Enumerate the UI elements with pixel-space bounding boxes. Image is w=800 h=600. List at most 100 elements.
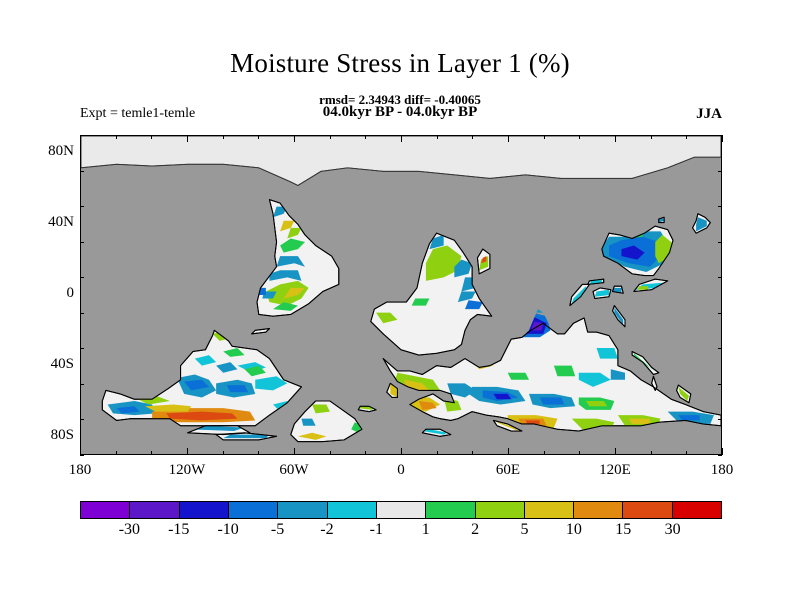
colorbar-tick-label: 2: [471, 521, 480, 538]
tick-mark: [437, 135, 438, 139]
tick-mark: [80, 348, 84, 349]
colorbar-segment: [228, 502, 279, 518]
colorbar-tick-label: 5: [520, 521, 529, 538]
tick-mark: [80, 135, 84, 136]
colorbar-segment: [278, 502, 328, 518]
tick-mark: [718, 348, 722, 349]
tick-mark: [686, 135, 687, 139]
tick-mark: [330, 451, 331, 455]
colorbar-tick-label: -15: [168, 521, 190, 538]
tick-mark: [80, 384, 84, 385]
y-axis-tick-label: 0: [66, 285, 75, 301]
period-annotation: 04.0kyr BP - 04.0kyr BP: [322, 104, 478, 120]
x-axis-tick-label: 180: [68, 462, 92, 478]
y-axis-tick-label: 40N: [48, 213, 74, 230]
tick-mark: [718, 135, 722, 136]
colorbar-tick-label: 1: [421, 521, 430, 538]
colorbar-tick-label: -10: [217, 521, 239, 538]
y-axis-tick-label: 80S: [50, 427, 74, 444]
tick-mark: [80, 242, 84, 243]
anomaly-field: [223, 434, 270, 439]
tick-mark: [544, 451, 545, 455]
tick-mark: [80, 448, 81, 455]
tick-mark: [80, 171, 84, 172]
anomaly-field: [390, 383, 398, 398]
tick-mark: [579, 135, 580, 139]
tick-mark: [80, 419, 84, 420]
season-label: JJA: [696, 106, 722, 122]
tick-mark: [472, 451, 473, 455]
tick-mark: [579, 451, 580, 455]
tick-mark: [718, 277, 722, 278]
tick-mark: [151, 451, 152, 455]
tick-mark: [223, 135, 224, 139]
tick-mark: [718, 206, 722, 207]
tick-mark: [80, 206, 84, 207]
tick-mark: [718, 242, 722, 243]
tick-mark: [651, 135, 652, 139]
colorbar: [80, 501, 722, 519]
anomaly-field: [521, 309, 551, 338]
tick-mark: [651, 451, 652, 455]
colorbar-tick-label: 15: [615, 521, 632, 538]
colorbar-segment: [475, 502, 525, 518]
colorbar-segment: [672, 502, 722, 518]
tick-mark: [258, 135, 259, 139]
tick-mark: [80, 313, 84, 314]
tick-mark: [686, 451, 687, 455]
x-axis-tick-label: 180: [710, 462, 734, 478]
tick-mark: [718, 419, 722, 420]
anomaly-field: [594, 289, 609, 297]
colorbar-tick-label: 10: [565, 521, 582, 538]
anomaly-field: [358, 406, 373, 410]
tick-mark: [437, 451, 438, 455]
anomaly-field: [297, 404, 362, 440]
anomaly-field: [696, 217, 707, 232]
tick-mark: [508, 448, 509, 455]
experiment-label: Expt = temle1-temle: [80, 106, 196, 121]
tick-mark: [472, 135, 473, 139]
x-axis-tick-label: 120E: [599, 462, 631, 478]
colorbar-segment: [130, 502, 180, 518]
anomaly-field: [422, 429, 448, 435]
y-axis-tick-label: 80N: [48, 142, 74, 159]
anomaly-field: [107, 330, 295, 423]
anomaly-field: [589, 279, 602, 285]
tick-mark: [718, 455, 722, 456]
tick-mark: [718, 384, 722, 385]
colorbar-segment: [376, 502, 427, 518]
x-axis-tick-label: 120W: [168, 462, 206, 478]
x-axis-tick-label: 60E: [495, 462, 521, 478]
colorbar-segment: [524, 502, 575, 518]
colorbar-tick-label: -30: [118, 521, 141, 538]
tick-mark: [294, 448, 295, 455]
x-axis-tick-label: 0: [397, 462, 405, 478]
anomaly-field: [614, 307, 624, 326]
tick-mark: [151, 135, 152, 139]
tick-mark: [116, 135, 117, 139]
tick-mark: [80, 455, 84, 456]
anomaly-field: [258, 206, 309, 311]
anomaly-field: [678, 386, 689, 401]
tick-mark: [330, 135, 331, 139]
tick-mark: [258, 451, 259, 455]
page-title: Moisture Stress in Layer 1 (%): [230, 48, 570, 78]
anomaly-field: [493, 420, 519, 432]
tick-mark: [401, 135, 402, 142]
colorbar-tick-label: -1: [369, 521, 383, 538]
tick-mark: [615, 135, 616, 142]
y-axis-tick-label: 40S: [50, 356, 74, 373]
tick-mark: [116, 451, 117, 455]
colorbar-segment: [574, 502, 624, 518]
colorbar-segment: [623, 502, 673, 518]
anomaly-field: [479, 256, 489, 271]
x-axis-tick-label: 60W: [279, 462, 309, 478]
anomaly-field: [571, 286, 586, 304]
tick-mark: [223, 451, 224, 455]
tick-mark: [401, 448, 402, 455]
colorbar-segment: [179, 502, 229, 518]
colorbar-tick-label: -2: [320, 521, 334, 538]
colorbar-segment: [81, 502, 131, 518]
colorbar-tick-label: -5: [270, 521, 285, 538]
colorbar-segment: [327, 502, 377, 518]
